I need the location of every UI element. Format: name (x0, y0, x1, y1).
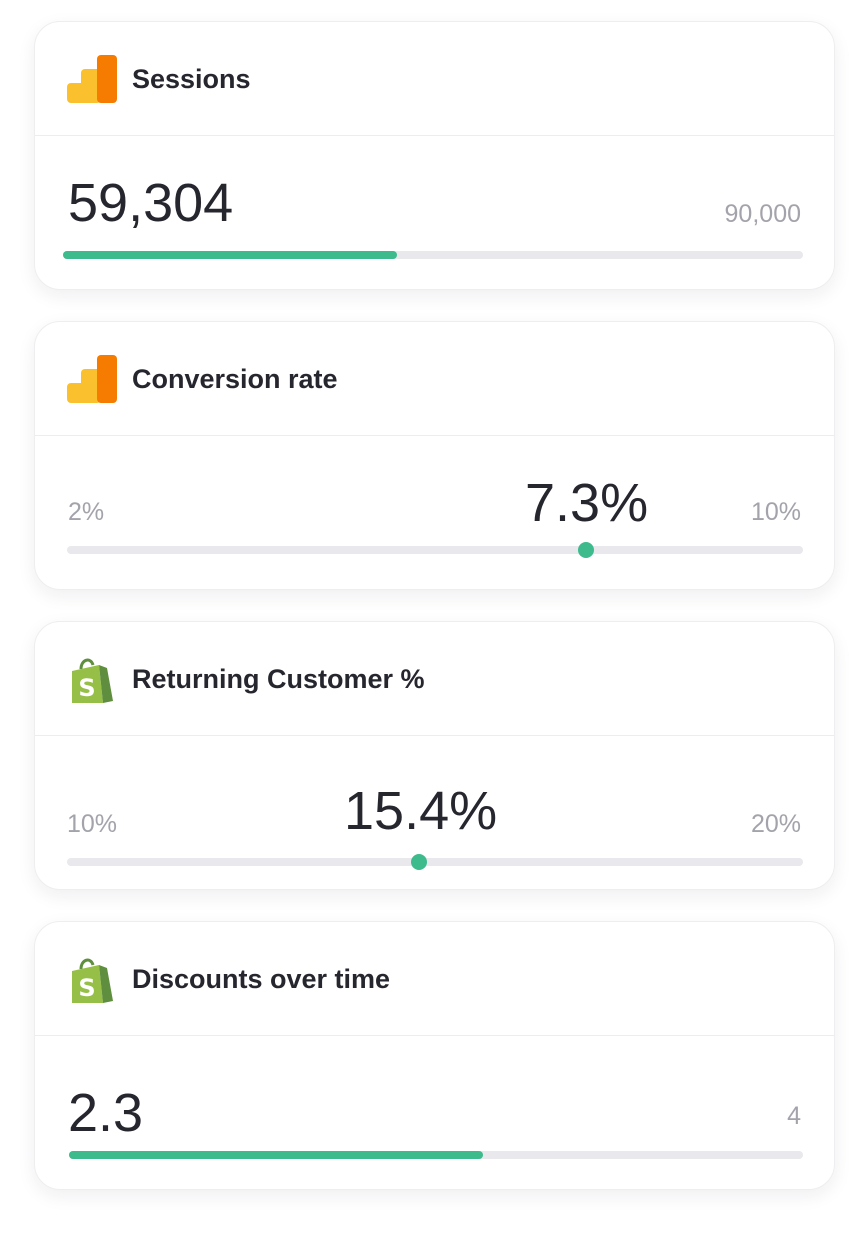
progress-track (63, 251, 803, 259)
range-max-label: 10% (750, 498, 801, 526)
returning-customer-card: S Returning Customer % 10% 15.4% 20% (34, 621, 835, 890)
metric-value: 7.3% (525, 473, 649, 533)
card-body: 2.3 4 (35, 1036, 834, 1190)
metric-value: 59,304 (68, 173, 234, 233)
range-min-label: 2% (68, 498, 105, 526)
range-marker (577, 542, 594, 558)
progress-fill (69, 1151, 483, 1159)
discounts-card: S Discounts over time 2.3 4 (34, 921, 835, 1190)
metric-value: 2.3 (68, 1083, 144, 1143)
card-header: S Returning Customer % (35, 622, 834, 736)
svg-text:S: S (78, 674, 95, 702)
card-header: Sessions (35, 22, 834, 136)
card-header: Conversion rate (35, 322, 834, 436)
target-label: 90,000 (724, 200, 801, 228)
range-marker (410, 854, 427, 870)
card-title: Discounts over time (132, 964, 391, 994)
svg-text:S: S (78, 974, 95, 1002)
card-title: Sessions (132, 64, 251, 94)
google-analytics-icon (67, 355, 117, 403)
range-min-label: 10% (67, 810, 118, 838)
progress-fill (63, 251, 398, 259)
range-track (67, 854, 803, 870)
range-max-label: 20% (750, 810, 801, 838)
conversion-rate-card: Conversion rate 2% 7.3% 10% (34, 321, 835, 590)
sessions-card: Sessions 59,304 90,000 (34, 21, 835, 290)
card-title: Returning Customer % (132, 664, 425, 694)
range-track (67, 542, 803, 558)
shopify-bag-icon: S (72, 958, 113, 1003)
shopify-bag-icon: S (72, 658, 113, 703)
metric-value: 15.4% (344, 781, 498, 841)
card-body: 2% 7.3% 10% (35, 436, 834, 590)
card-header: S Discounts over time (35, 922, 834, 1036)
card-title: Conversion rate (132, 364, 338, 394)
card-body: 10% 15.4% 20% (35, 736, 834, 890)
card-body: 59,304 90,000 (35, 136, 834, 290)
progress-track (69, 1151, 803, 1159)
target-label: 4 (787, 1102, 801, 1130)
google-analytics-icon (67, 55, 117, 103)
